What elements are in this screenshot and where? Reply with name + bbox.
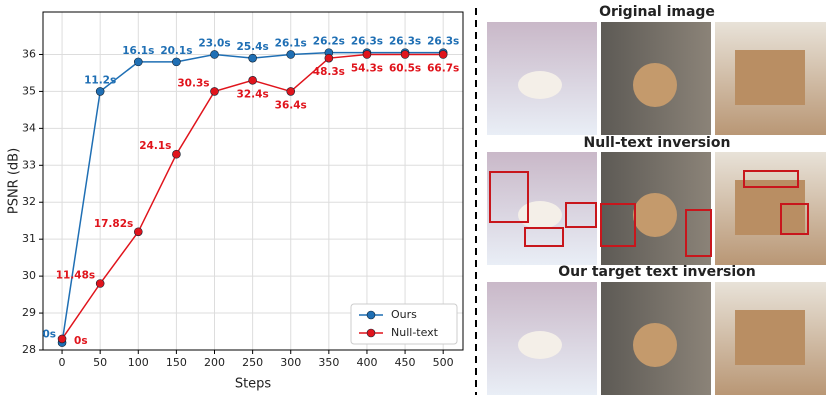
x-tick-label: 50	[93, 356, 107, 369]
point	[95, 87, 105, 96]
panel-title: Null-text inversion	[584, 135, 731, 151]
box	[735, 50, 805, 105]
x-axis-label: Steps	[235, 377, 272, 392]
time-label: 11.2s	[84, 74, 116, 86]
legend-box	[350, 303, 458, 345]
teddy	[633, 63, 677, 107]
time-label: 26.3s	[389, 36, 421, 48]
x-tick-label: 400	[356, 356, 377, 369]
y-tick-label: 35	[22, 84, 36, 97]
point	[133, 57, 143, 67]
time-label: 17.82s	[94, 218, 133, 230]
panel-title: Original image	[599, 4, 715, 20]
time-label: 0s	[74, 335, 88, 347]
time-label: 26.1s	[275, 37, 307, 49]
point	[400, 50, 410, 59]
time-label: 26.2s	[313, 36, 345, 48]
x-tick-label: 100	[128, 356, 149, 369]
point	[172, 149, 181, 159]
y-tick-label: 30	[22, 269, 36, 282]
point	[95, 279, 105, 288]
time-label: 48.3s	[313, 66, 345, 78]
point	[133, 227, 143, 237]
horse	[518, 71, 562, 99]
x-tick-label: 350	[318, 356, 339, 369]
horse	[518, 331, 562, 359]
time-label: 26.3s	[351, 36, 383, 48]
y-tick-label: 33	[22, 158, 36, 171]
x-tick-label: 150	[166, 356, 187, 369]
horse	[518, 201, 562, 229]
time-label: 11.48s	[56, 270, 95, 282]
x-tick-label: 300	[280, 356, 301, 369]
legend-marker	[366, 310, 376, 320]
teddy	[633, 193, 677, 237]
legend-label: Ours	[391, 308, 417, 321]
time-label: 20.1s	[160, 45, 192, 57]
point	[286, 87, 296, 96]
x-tick-label: 500	[433, 356, 454, 369]
point	[248, 53, 257, 63]
time-label: 32.4s	[237, 88, 269, 100]
time-label: 23.0s	[198, 37, 230, 49]
panel-title: Our target text inversion	[558, 264, 756, 280]
time-label: 54.3s	[351, 62, 383, 74]
artifact-boxes	[489, 170, 809, 257]
point	[172, 57, 181, 67]
x-tick-label: 250	[242, 356, 263, 369]
point	[210, 50, 219, 59]
image-grid: Original image Null-text inversion Our t…	[487, 4, 826, 395]
y-axis-label: PSNR (dB)	[7, 148, 22, 214]
y-tick-label: 28	[22, 343, 36, 356]
legend-label: Null-text	[391, 326, 439, 339]
point	[210, 87, 219, 96]
legend-marker	[366, 328, 376, 338]
y-tick-label: 36	[22, 47, 36, 60]
time-label: 60.5s	[389, 62, 421, 74]
plot-frame	[42, 11, 464, 351]
time-label: 24.1s	[139, 140, 171, 152]
point	[362, 50, 372, 59]
box	[735, 310, 805, 365]
time-label: 36.4s	[275, 99, 307, 111]
y-tick-label: 34	[22, 121, 36, 134]
y-tick-label: 31	[22, 232, 36, 245]
time-label: 16.1s	[122, 45, 154, 57]
point	[286, 50, 296, 59]
x-tick-label: 0	[59, 356, 66, 369]
box	[735, 180, 805, 235]
time-label: 30.3s	[177, 77, 209, 89]
point	[324, 53, 334, 63]
x-tick-label: 450	[395, 356, 416, 369]
time-label: 66.7s	[427, 62, 459, 74]
point	[438, 50, 448, 59]
x-tick-label: 200	[204, 356, 225, 369]
time-label: 26.3s	[427, 36, 459, 48]
legend: Ours Null-text	[350, 303, 458, 345]
point	[248, 76, 257, 85]
y-tick-label: 32	[22, 195, 36, 208]
point	[57, 334, 67, 344]
y-tick-label: 29	[22, 306, 36, 319]
time-label: 0s	[42, 329, 56, 341]
time-label: 25.4s	[237, 41, 269, 53]
teddy	[633, 323, 677, 367]
